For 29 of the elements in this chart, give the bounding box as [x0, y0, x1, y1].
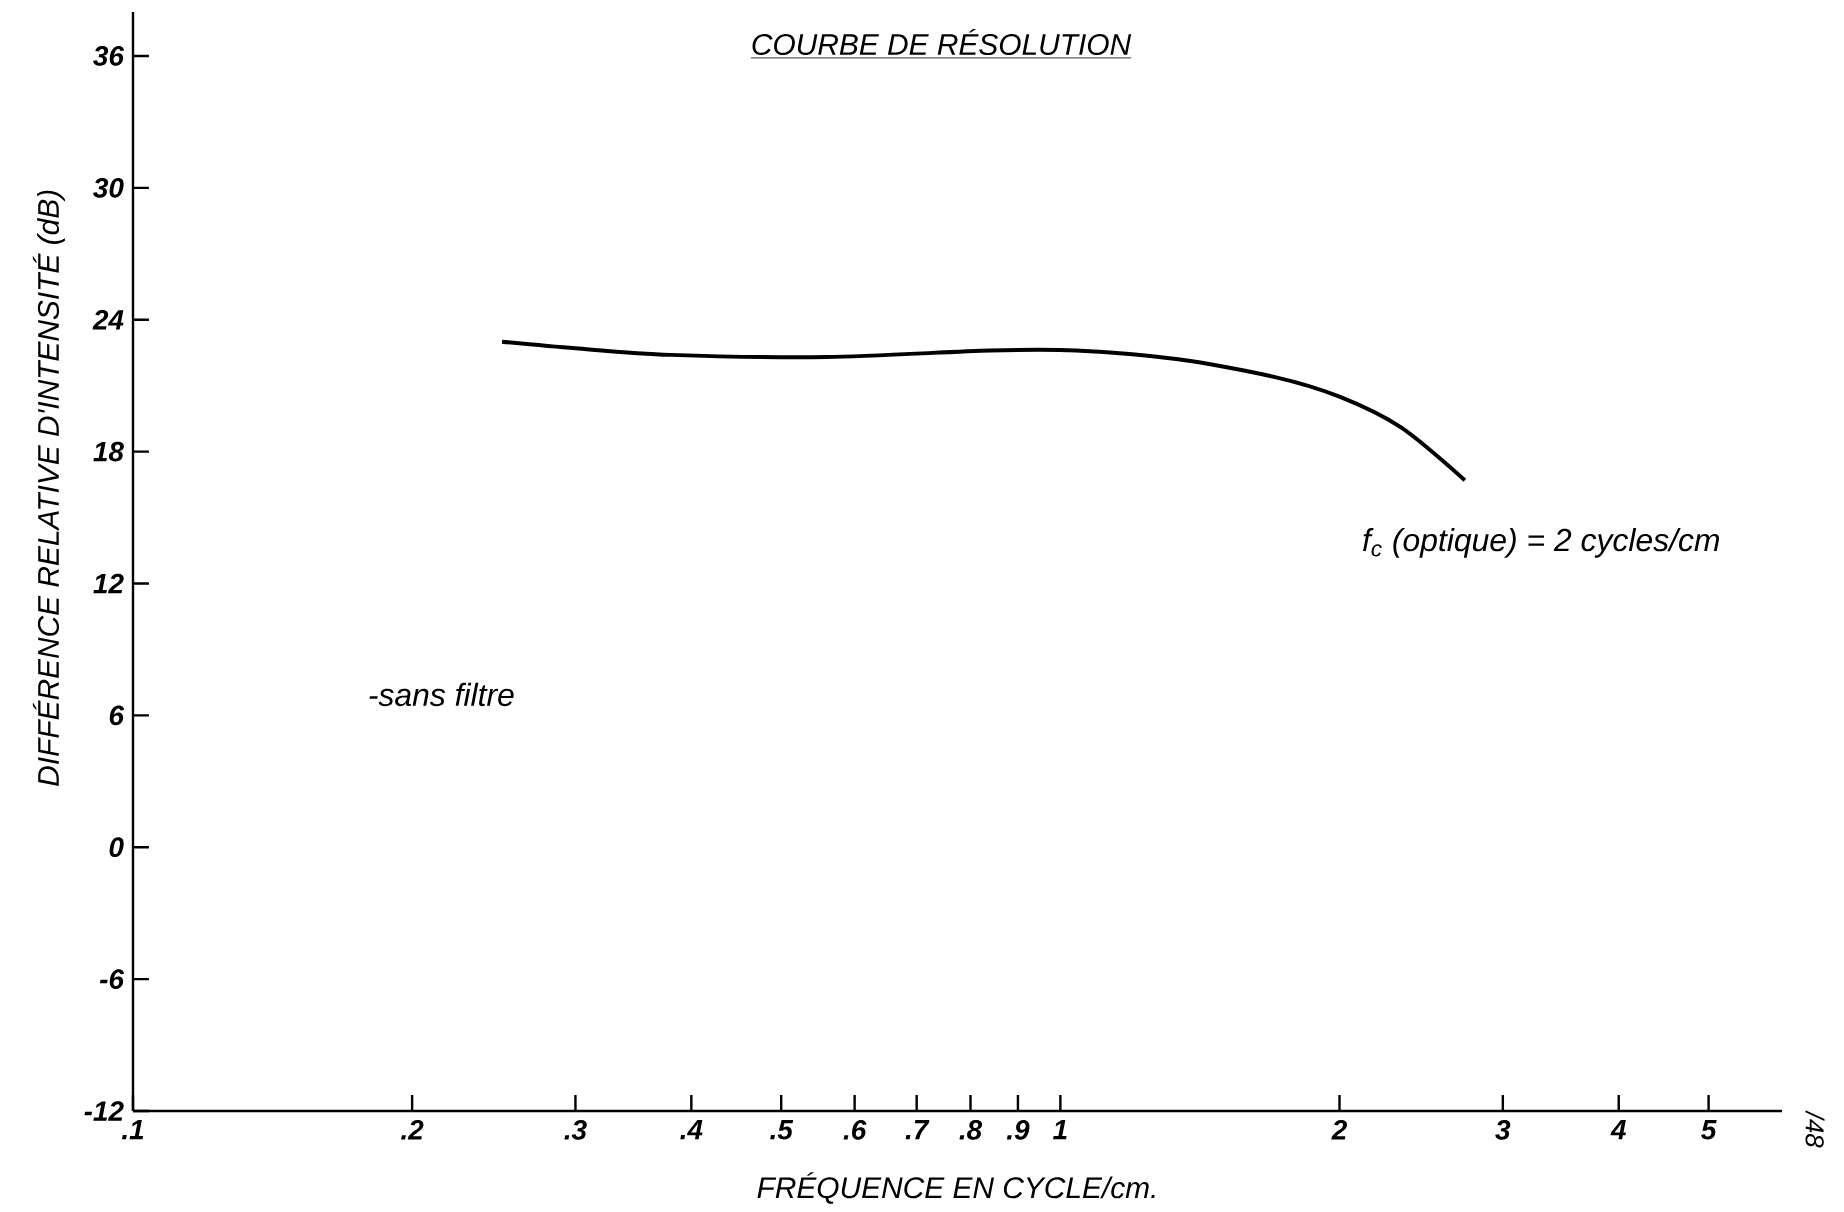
x-tick-label: .7: [905, 1120, 930, 1140]
text: COURBE DE RÉSOLUTION: [752, 28, 1132, 56]
x-tick-label: .8: [959, 1120, 983, 1140]
y-tick-label: 36: [93, 46, 125, 66]
y-tick-label: 18: [93, 441, 124, 462]
x-tick-label: .6: [843, 1120, 867, 1140]
x-tick-label: 4: [1610, 1120, 1626, 1140]
x-tick-label: .3: [564, 1120, 587, 1140]
x-tick-label: 2: [1331, 1120, 1347, 1140]
annotation: f$_{c}$ (optique) = 2 cycles/cm: [1363, 527, 1719, 558]
annotation: -sans filtre: [369, 682, 514, 707]
y-axis-title: DIFFÉRENCE RELATIVE D'INTENSITÉ (dB): [32, 190, 65, 786]
x-tick-label: .2: [401, 1120, 424, 1140]
x-tick-label: 5: [1701, 1120, 1717, 1140]
y-tick-label: 24: [92, 309, 124, 330]
x-axis-title: FRÉQUENCE EN CYCLE/cm.: [757, 1172, 1155, 1204]
x-tick-label: .9: [1006, 1120, 1030, 1140]
x-tick-label: 3: [1495, 1120, 1511, 1140]
y-tick-label: 12: [93, 573, 124, 594]
x-tick-label: .1: [121, 1120, 144, 1140]
y-tick-label: 0: [109, 837, 124, 858]
y-tick-label: -6: [99, 969, 125, 989]
x-tick-label: 1: [1053, 1120, 1067, 1140]
y-tick-label: -12: [84, 1101, 124, 1121]
y-tick-label: 30: [93, 177, 124, 198]
x-tick-label: .5: [770, 1120, 794, 1140]
x-tick-label: .4: [680, 1120, 703, 1140]
text: /48: [1805, 1110, 1825, 1148]
y-tick-label: 6: [109, 705, 125, 726]
